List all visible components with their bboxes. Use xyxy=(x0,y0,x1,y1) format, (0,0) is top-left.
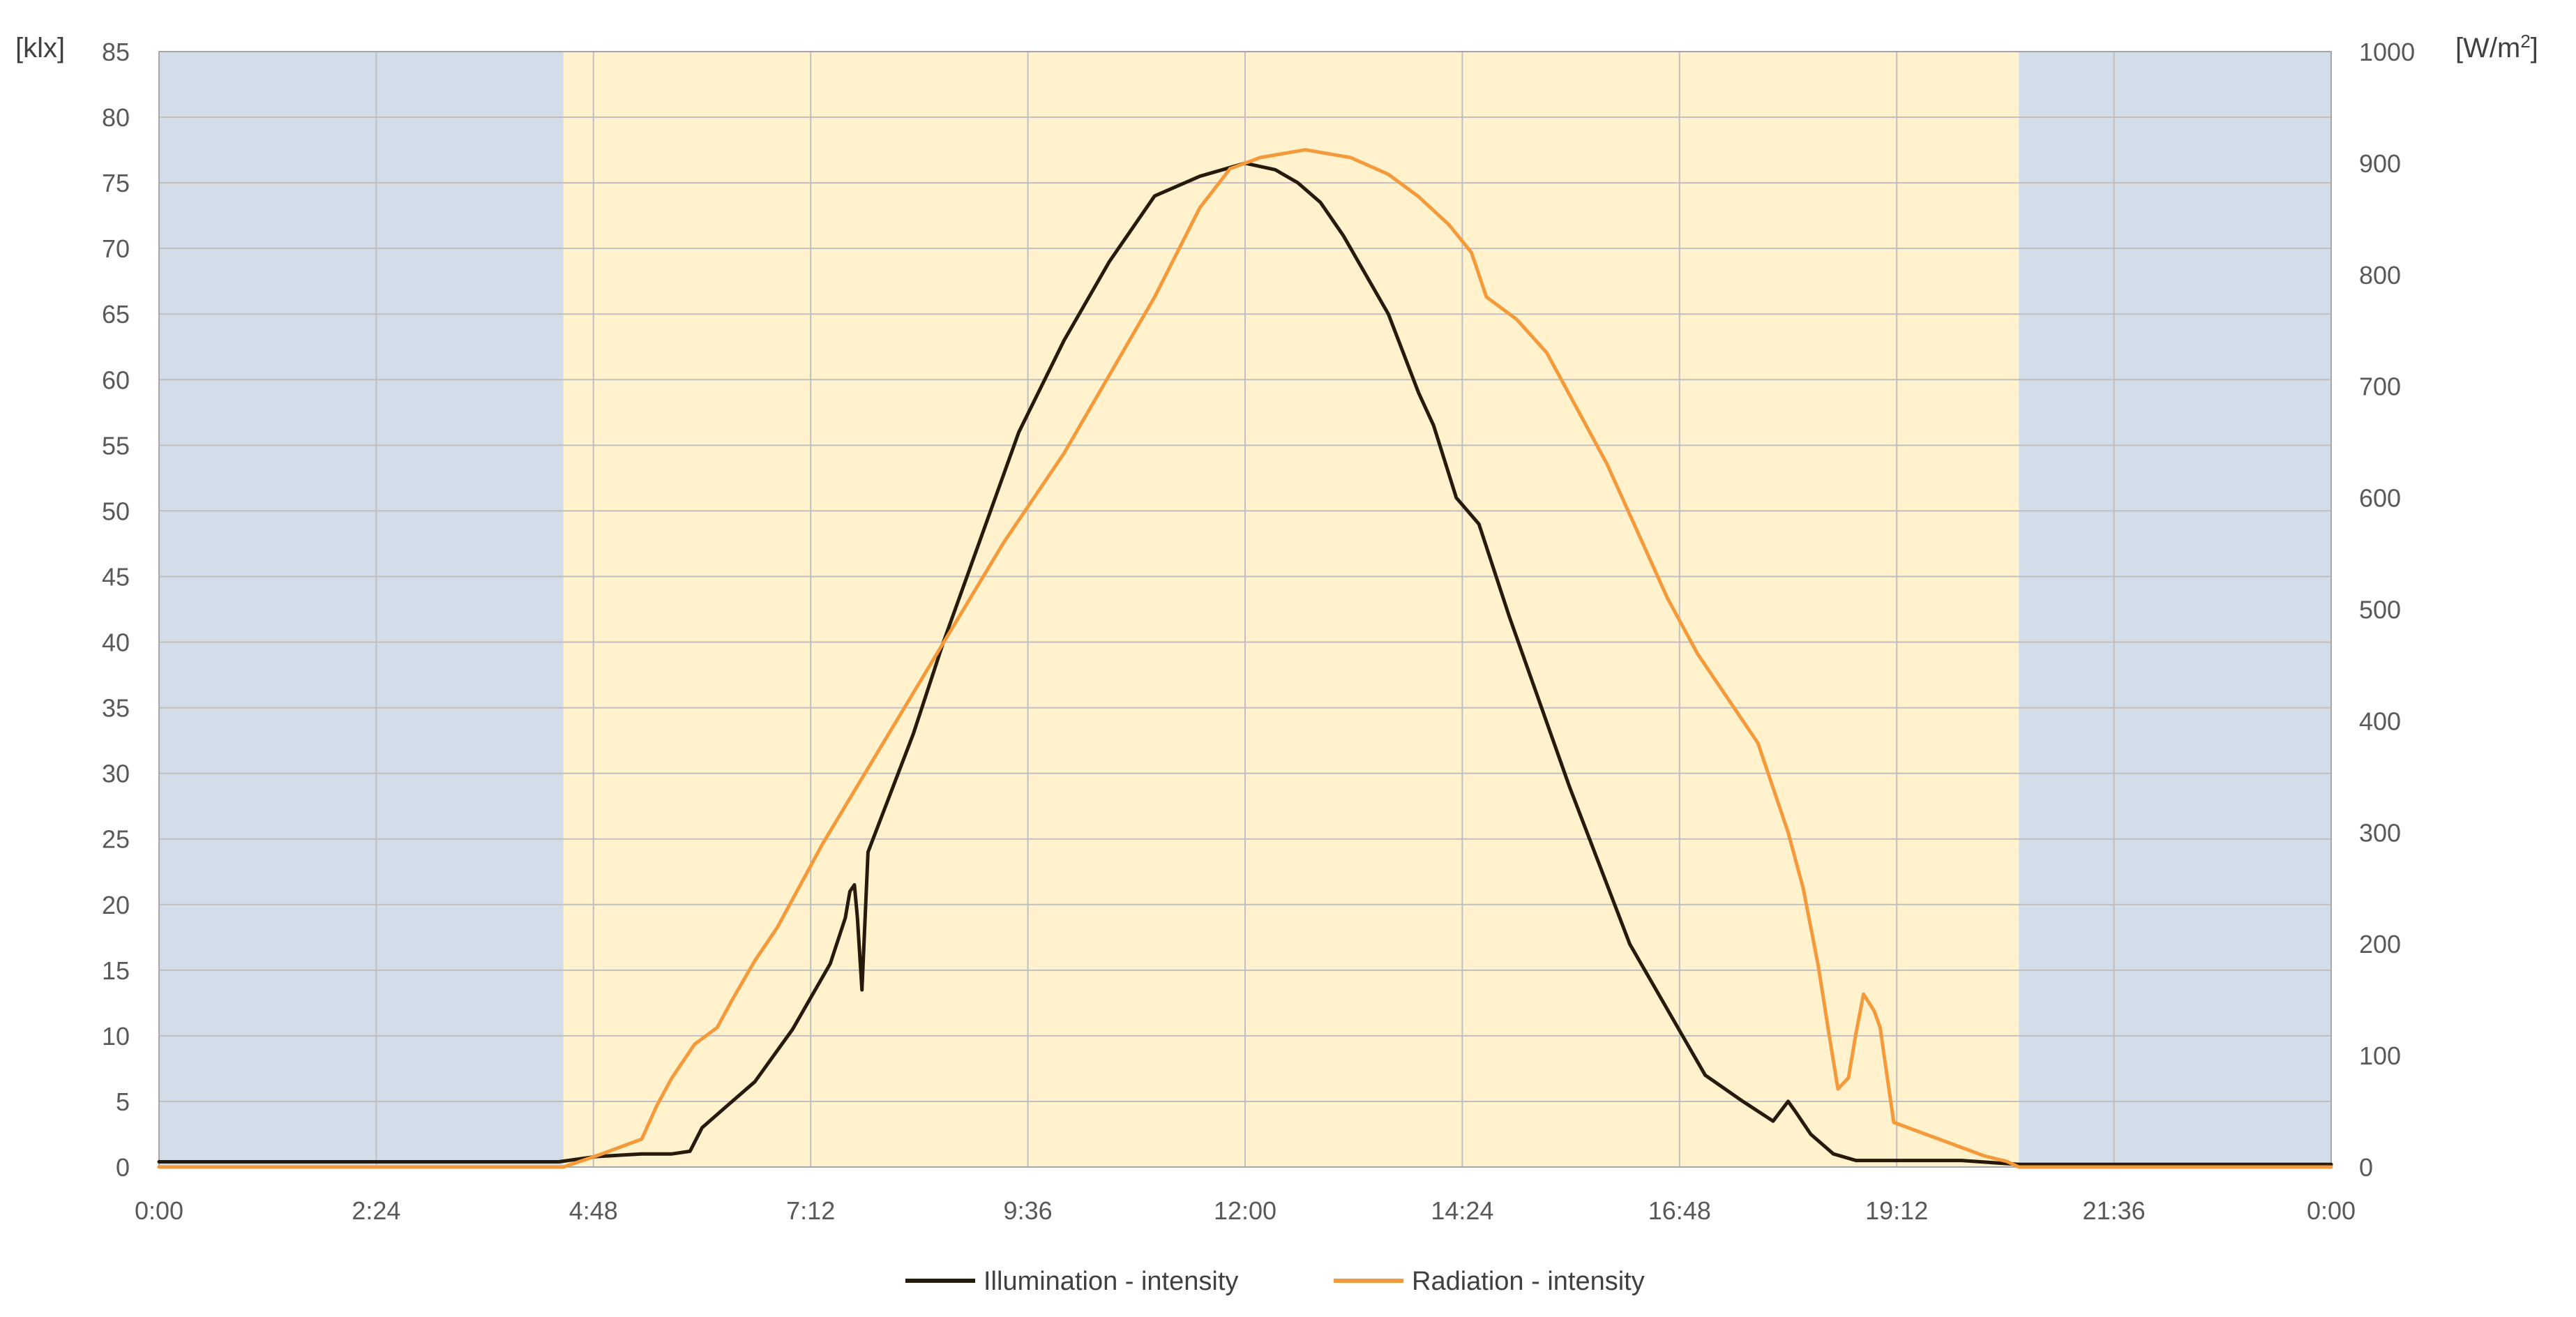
x-tick-label-8: 19:12 xyxy=(1865,1196,1928,1225)
y-right-tick-label-8: 800 xyxy=(2359,261,2401,289)
y-left-tick-label-7: 35 xyxy=(102,694,130,723)
y-left-tick-label-6: 30 xyxy=(102,760,130,788)
y-right-tick-label-2: 200 xyxy=(2359,930,2401,958)
y-right-unit-end: ] xyxy=(2531,33,2538,63)
x-tick-label-5: 12:00 xyxy=(1214,1196,1276,1225)
night-band-1 xyxy=(2019,52,2331,1167)
y-right-tick-label-7: 700 xyxy=(2359,372,2401,401)
x-tick-label-2: 4:48 xyxy=(569,1196,618,1225)
x-tick-label-7: 16:48 xyxy=(1648,1196,1711,1225)
plot-area xyxy=(158,51,2332,1168)
y-left-tick-label-11: 55 xyxy=(102,431,130,460)
series-line-radiation xyxy=(157,148,2333,1169)
y-left-tick-label-8: 40 xyxy=(102,629,130,657)
y-left-tick-label-5: 25 xyxy=(102,825,130,854)
y-left-tick-label-12: 60 xyxy=(102,366,130,394)
y-right-tick-label-0: 0 xyxy=(2359,1153,2373,1182)
y-left-axis-unit-label: [klx] xyxy=(15,33,65,63)
plot-border xyxy=(158,51,2332,1168)
y-left-tick-label-3: 15 xyxy=(102,956,130,985)
y-left-tick-label-13: 65 xyxy=(102,300,130,329)
night-band-0 xyxy=(159,52,564,1167)
y-left-tick-label-15: 75 xyxy=(102,169,130,197)
x-axis: 0:00 2:24 4:48 7:12 9:36 12:00 14:24 16:48 19:12… xyxy=(135,1196,2356,1225)
series-line-illumination xyxy=(157,161,2333,1166)
x-tick-label-4: 9:36 xyxy=(1004,1196,1053,1225)
y-right-tick-label-10: 1000 xyxy=(2359,38,2415,66)
y-right-tick-label-1: 100 xyxy=(2359,1041,2401,1070)
x-tick-label-9: 21:36 xyxy=(2083,1196,2146,1225)
y-left-tick-label-0: 0 xyxy=(116,1153,130,1182)
y-right-unit-base: [W/m xyxy=(2455,33,2520,63)
x-tick-label-3: 7:12 xyxy=(786,1196,835,1225)
y-right-tick-label-3: 300 xyxy=(2359,818,2401,847)
y-left-tick-label-14: 70 xyxy=(102,234,130,263)
y-right-axis: 0 100 200 300 400 500 600 700 800 900 1000 xyxy=(2359,38,2415,1182)
y-right-tick-label-6: 600 xyxy=(2359,484,2401,513)
y-right-tick-label-9: 900 xyxy=(2359,149,2401,178)
y-left-tick-label-9: 45 xyxy=(102,562,130,591)
y-right-unit-sup: 2 xyxy=(2520,31,2530,52)
legend: Illumination - intensity Radiation - int… xyxy=(905,1267,1645,1296)
legend-label-illumination: Illumination - intensity xyxy=(984,1267,1238,1296)
series-lines xyxy=(157,148,2333,1169)
x-tick-label-1: 2:24 xyxy=(352,1196,400,1225)
x-tick-label-0: 0:00 xyxy=(135,1196,183,1225)
x-tick-label-10: 0:00 xyxy=(2307,1196,2356,1225)
legend-label-radiation: Radiation - intensity xyxy=(1412,1267,1645,1296)
y-right-tick-label-4: 400 xyxy=(2359,707,2401,735)
y-left-tick-label-17: 85 xyxy=(102,38,130,66)
y-right-tick-label-5: 500 xyxy=(2359,596,2401,624)
y-left-tick-label-10: 50 xyxy=(102,497,130,525)
y-right-axis-unit-label: [W/m2] xyxy=(2455,31,2538,63)
y-left-axis: 0 5 10 15 20 25 30 35 40 45 50 55 60 65 70 75 80 85 xyxy=(102,38,130,1182)
y-left-tick-label-4: 20 xyxy=(102,891,130,919)
y-left-tick-label-1: 5 xyxy=(116,1088,130,1116)
x-tick-label-6: 14:24 xyxy=(1431,1196,1493,1225)
y-left-tick-label-16: 80 xyxy=(102,103,130,132)
y-left-tick-label-2: 10 xyxy=(102,1022,130,1051)
